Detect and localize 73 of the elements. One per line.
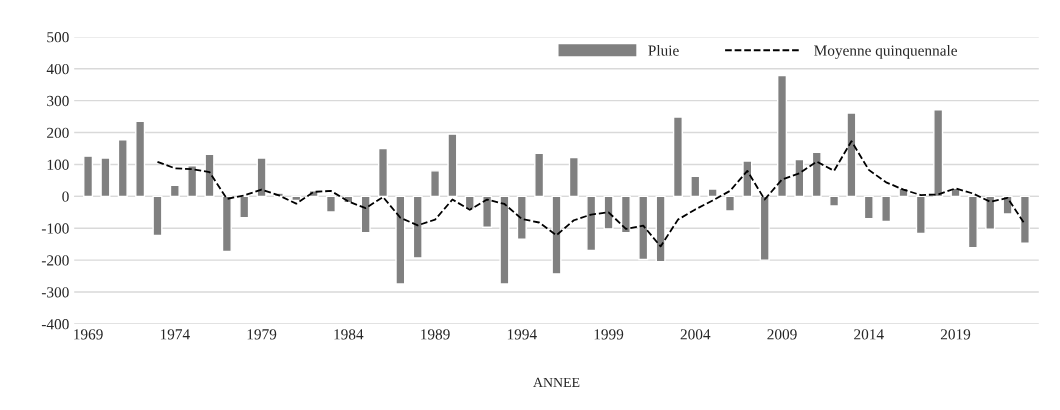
x-tick-label: 2019 <box>940 329 971 340</box>
bar <box>516 195 527 240</box>
bar <box>551 195 562 275</box>
bar <box>724 195 736 212</box>
y-tick-label: -300 <box>41 287 69 298</box>
bar <box>1019 195 1030 244</box>
bar <box>395 195 406 285</box>
bar <box>499 195 510 285</box>
bar <box>117 139 128 198</box>
bar <box>811 151 822 198</box>
bar <box>846 112 857 198</box>
bar <box>412 195 423 259</box>
bar <box>707 188 718 198</box>
bar <box>777 74 788 198</box>
x-tick-label: 2004 <box>680 329 711 340</box>
bar <box>655 195 666 263</box>
bar <box>135 120 146 198</box>
bar <box>325 195 336 213</box>
bar <box>221 195 232 253</box>
y-tick-label: 300 <box>47 95 69 107</box>
x-tick-label: 1984 <box>334 329 364 340</box>
y-tick-label: 0 <box>62 191 69 202</box>
bar <box>187 165 198 198</box>
y-tick-label: -400 <box>41 319 69 330</box>
bar <box>690 175 701 198</box>
x-tick-label: 1989 <box>421 329 450 340</box>
bar <box>967 195 978 249</box>
x-tick-label: 1994 <box>507 329 537 340</box>
x-axis-title: ANNEE <box>533 377 580 387</box>
bar <box>794 158 805 198</box>
bar <box>534 152 545 198</box>
x-tick-label: 1999 <box>594 329 624 340</box>
bar <box>204 153 215 198</box>
y-tick-label: 100 <box>47 159 69 170</box>
y-tick-label: 400 <box>46 63 69 75</box>
bar <box>672 116 683 198</box>
bar <box>638 195 649 261</box>
bar <box>447 133 458 198</box>
bar <box>482 195 493 228</box>
bar <box>881 195 892 223</box>
x-tick-label: 1979 <box>247 329 277 340</box>
bar <box>603 195 614 230</box>
y-tick-label: -100 <box>41 223 69 234</box>
line-series <box>156 140 1026 248</box>
x-tick-label: 2009 <box>767 329 797 340</box>
bar <box>169 184 180 198</box>
y-tick-label: -200 <box>41 255 69 266</box>
bar <box>430 170 441 198</box>
bar <box>256 157 267 198</box>
x-tick-label: 1969 <box>74 329 103 340</box>
y-tick-label: 500 <box>47 32 69 43</box>
bar <box>100 157 111 198</box>
bar <box>985 195 996 230</box>
legend-label: Pluie <box>648 45 679 56</box>
legend-label: Moyenne quinquennale <box>814 45 957 59</box>
bar <box>239 195 250 219</box>
bar <box>83 155 94 198</box>
bar <box>829 195 840 207</box>
bar <box>933 109 944 198</box>
bar <box>586 195 597 252</box>
bar <box>568 156 579 198</box>
bar <box>377 147 389 198</box>
bar <box>360 195 371 234</box>
bar <box>742 160 753 198</box>
y-tick-label: 200 <box>47 127 69 139</box>
x-tick-label: 1974 <box>160 329 190 340</box>
bar <box>759 195 770 261</box>
bar <box>620 195 631 234</box>
bar <box>152 195 163 237</box>
bar <box>915 195 926 235</box>
bar <box>863 195 874 220</box>
x-tick-label: 2014 <box>854 329 884 340</box>
bar <box>464 195 475 210</box>
